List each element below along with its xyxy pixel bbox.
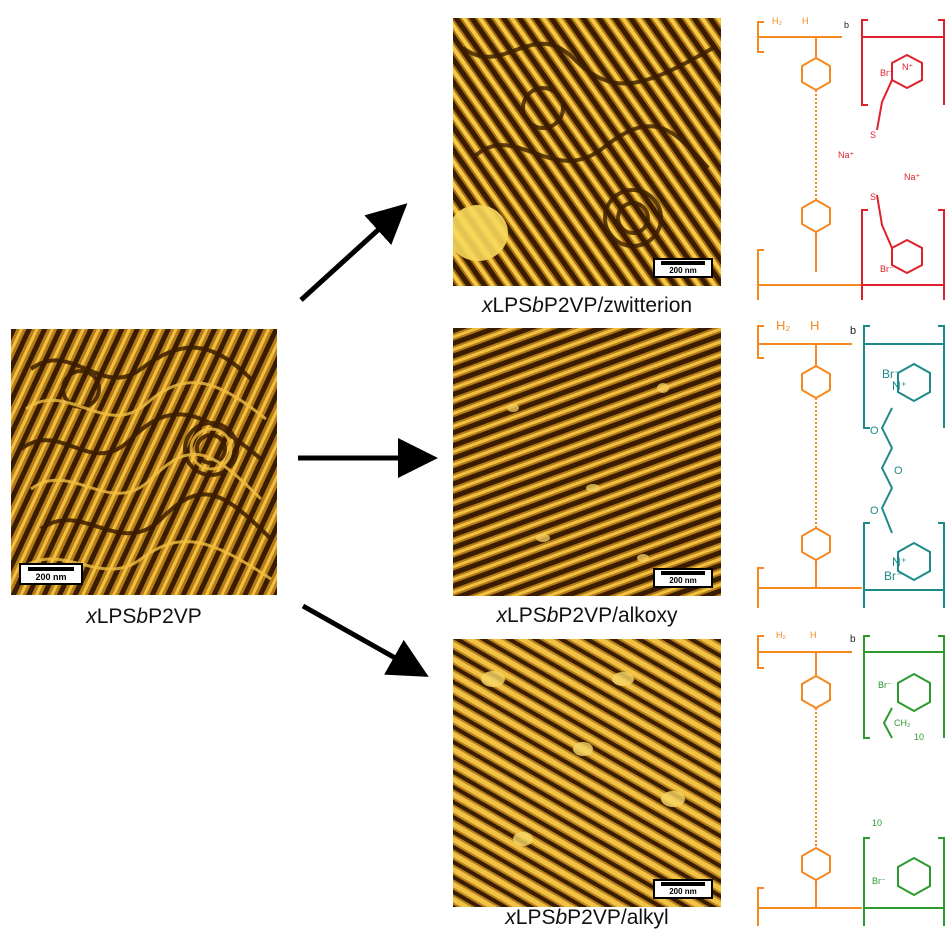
o-label: O (870, 425, 879, 437)
chem-structure-alkyl: H₂ H b Br⁻ CH₂ 10 10 Br⁻ (757, 630, 945, 926)
lamellar-pattern (453, 639, 721, 907)
chem-structure-alkoxy: H₂ H b Br⁻ N⁺ O O O N⁺ Br⁻ (757, 318, 945, 608)
s-label-2: S (870, 192, 876, 202)
br-label: Br⁻ (880, 68, 894, 78)
scale-bar: 200 nm (653, 258, 713, 278)
n-plus-label-2: N⁺ (892, 555, 907, 569)
afm-image-xlpsbp2vp: 200 nm (11, 329, 277, 595)
lamellar-pattern (453, 328, 721, 596)
n-plus-label: N⁺ (892, 379, 907, 393)
caption-zwitterion: xLPSbP2VP/zwitterion (481, 294, 693, 317)
br-label-2: Br⁻ (884, 569, 902, 583)
h2-label: H₂ (776, 318, 790, 333)
h2-label: H₂ (772, 16, 782, 26)
s-label: S (870, 130, 876, 140)
afm-image-alkyl: 200 nm (453, 639, 721, 907)
caption-alkyl: xLPSbP2VP/alkyl (505, 906, 669, 929)
repeat-label-2: 10 (872, 818, 882, 828)
block-label: b (844, 20, 849, 30)
n-plus-label: N⁺ (902, 62, 913, 72)
scale-bar: 200 nm (653, 568, 713, 588)
o-label-3: O (870, 505, 879, 517)
o-label-2: O (894, 465, 903, 477)
h-label: H (810, 318, 819, 333)
chem-structure-zwitterion: H₂ H b Br⁻ N⁺ S Na⁺ Na⁺ S Br⁻ (757, 16, 945, 300)
block-label: b (850, 634, 856, 645)
lamellar-pattern (11, 329, 277, 595)
lamellar-pattern (453, 18, 721, 286)
ch2-label: CH₂ (894, 718, 911, 728)
arrow-to-zwitterion (299, 203, 408, 302)
scale-bar: 200 nm (653, 879, 713, 899)
arrow-to-alkyl (301, 603, 429, 677)
br-label-2: Br⁻ (880, 264, 894, 274)
h-label: H (810, 630, 817, 640)
afm-image-zwitterion: 200 nm (453, 18, 721, 286)
caption-xlpsbp2vp: xLPSbP2VP (86, 605, 202, 628)
repeat-label: 10 (914, 732, 924, 742)
na-label: Na⁺ (838, 150, 855, 160)
afm-image-alkoxy: 200 nm (453, 328, 721, 596)
br-label: Br⁻ (882, 367, 900, 381)
scale-bar: 200 nm (19, 563, 83, 585)
block-label: b (850, 325, 856, 337)
na-label-2: Na⁺ (904, 172, 921, 182)
h2-label: H₂ (776, 630, 786, 640)
h-label: H (802, 16, 809, 26)
br-label-2: Br⁻ (872, 876, 886, 886)
br-label: Br⁻ (878, 680, 892, 690)
caption-alkoxy: xLPSbP2VP/alkoxy (496, 604, 678, 627)
